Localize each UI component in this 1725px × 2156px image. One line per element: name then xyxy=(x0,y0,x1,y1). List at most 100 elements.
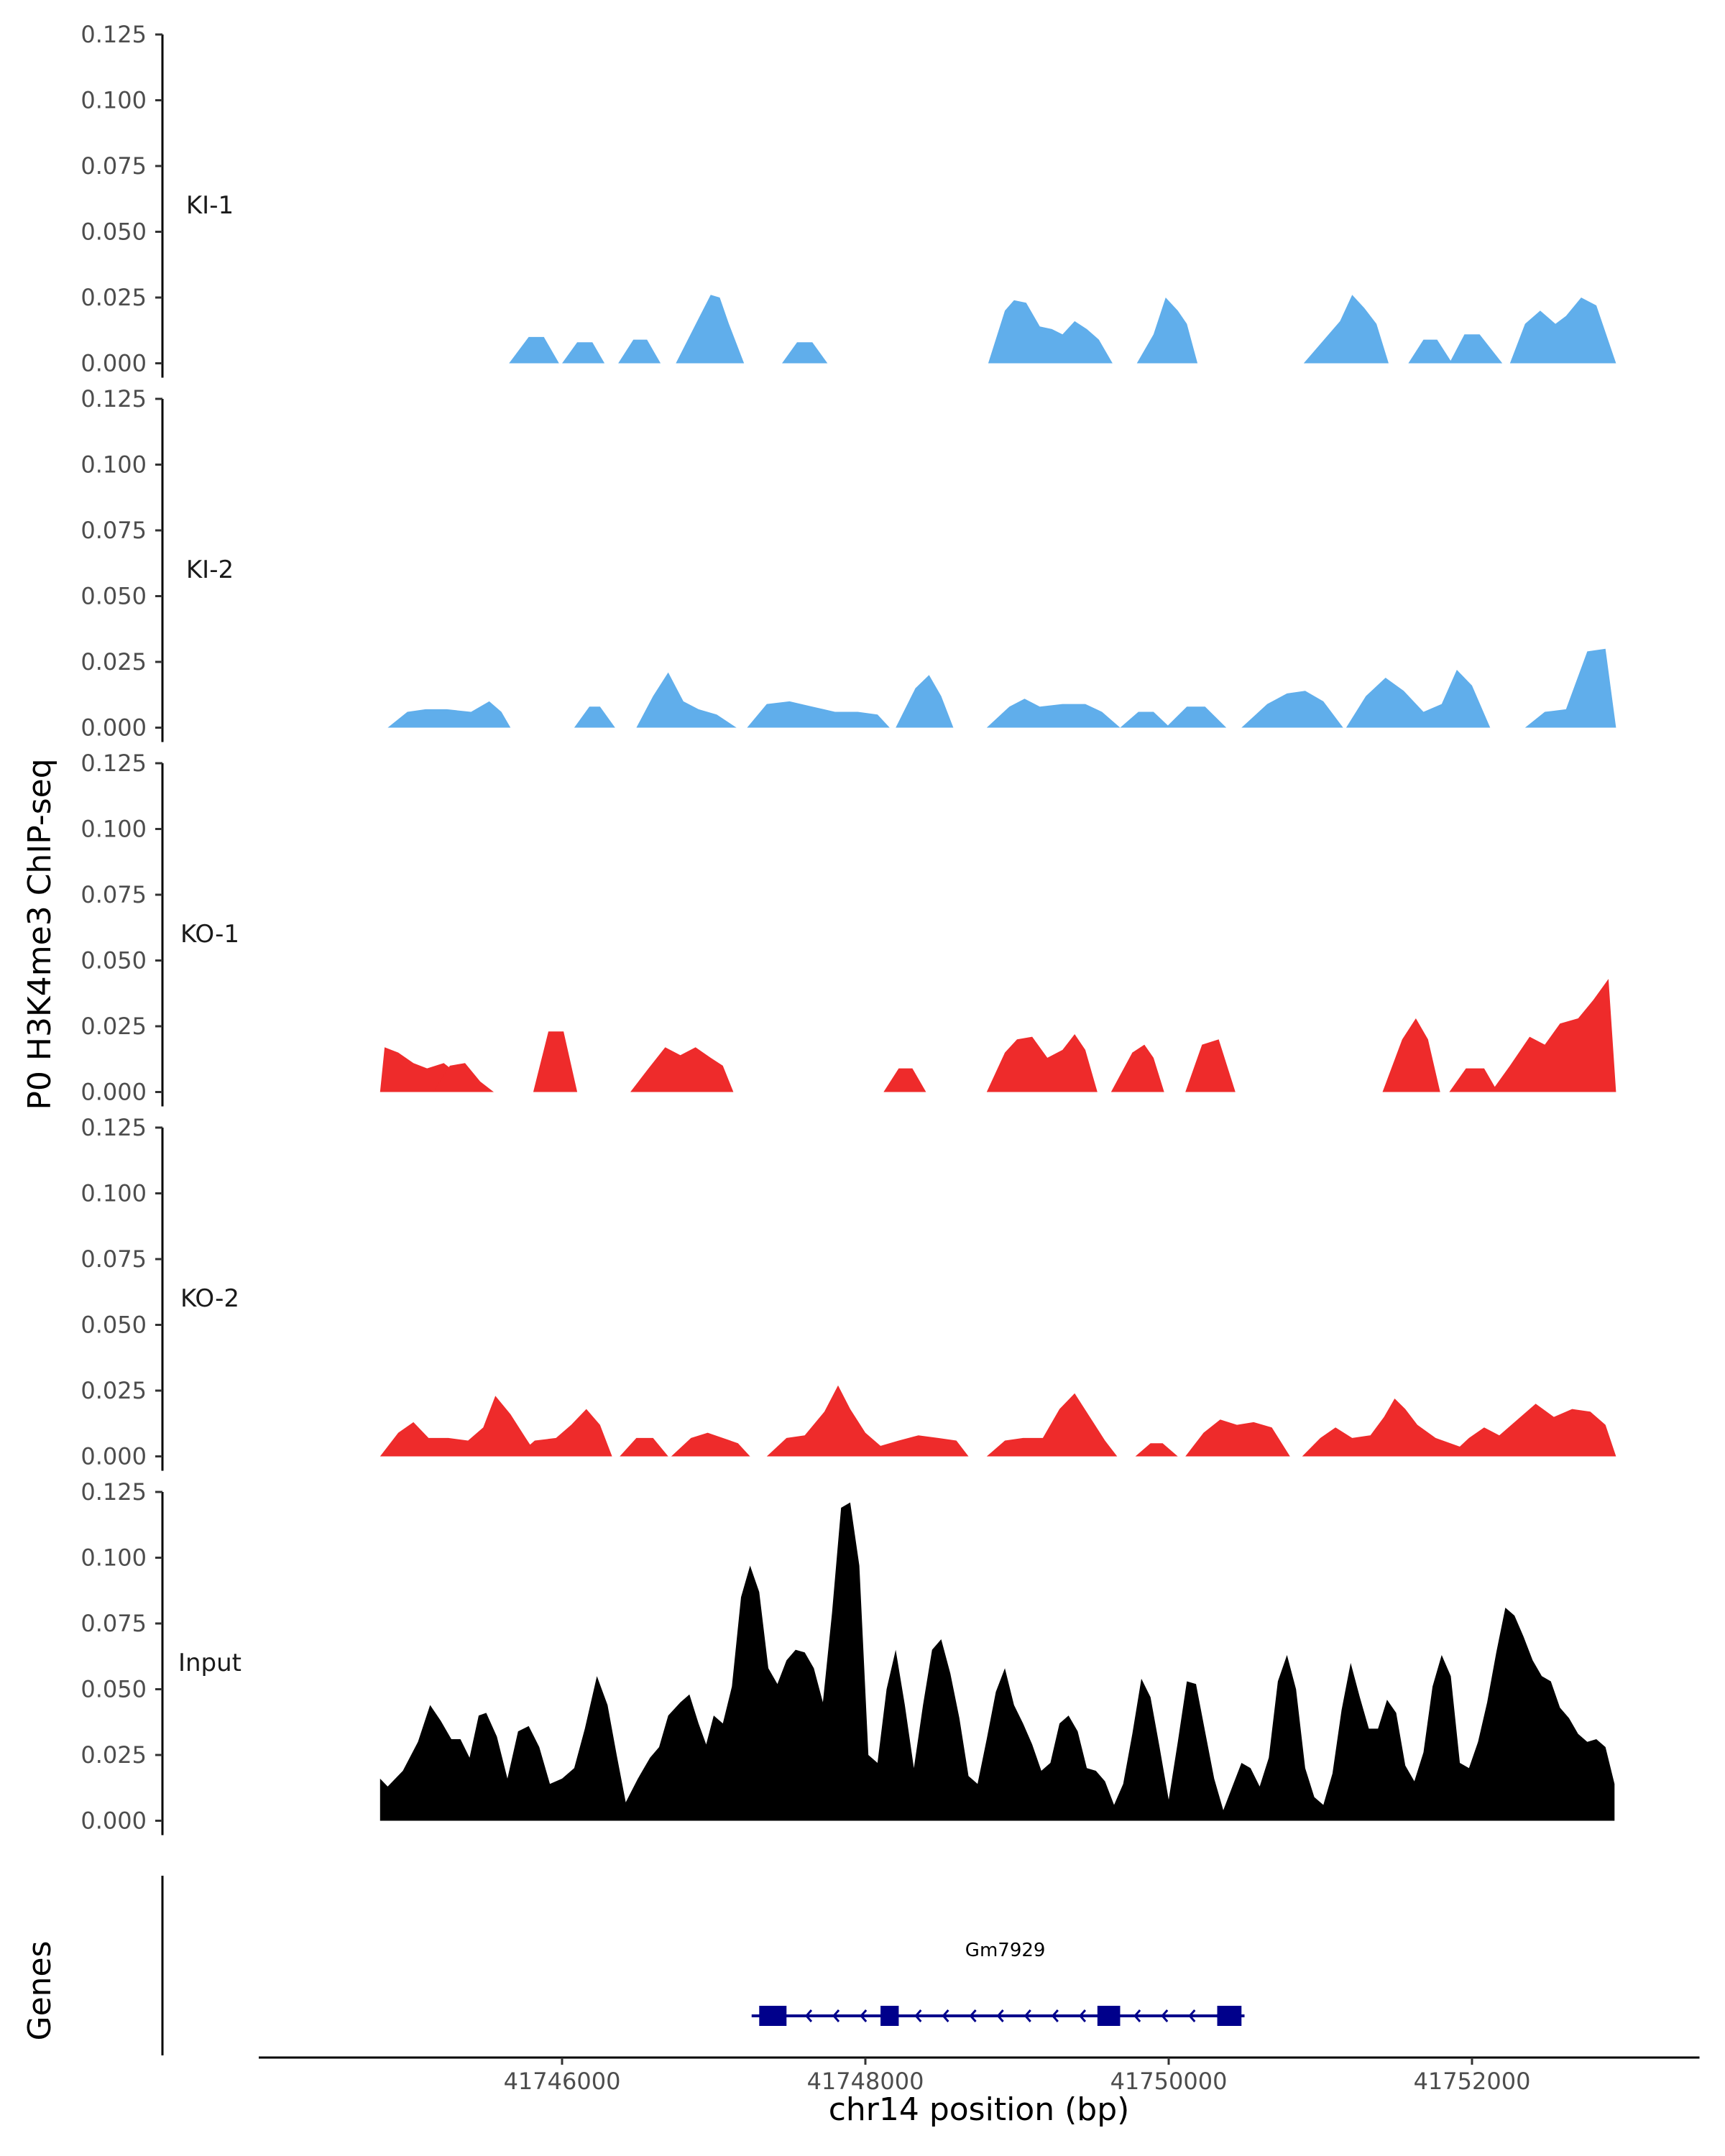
signal-peak xyxy=(1346,670,1491,728)
strand-arrow-icon xyxy=(1188,2009,1196,2022)
gene-exon xyxy=(880,2006,899,2026)
y-tick-label: 0.125 xyxy=(80,1478,147,1506)
signal-peak xyxy=(986,1393,1118,1457)
signal-peak xyxy=(782,342,828,364)
signal-peak xyxy=(1449,1404,1616,1457)
track-label: KO-1 xyxy=(180,920,239,949)
signal-peak xyxy=(636,672,737,728)
y-tick-label: 0.000 xyxy=(80,1807,147,1835)
y-tick-label: 0.025 xyxy=(80,648,147,676)
track-label: KI-1 xyxy=(186,191,234,220)
strand-arrow-icon xyxy=(1051,2009,1059,2022)
y-tick-label: 0.075 xyxy=(80,1245,147,1273)
y-tick-label: 0.100 xyxy=(80,87,147,114)
signal-peak xyxy=(1509,298,1616,364)
signal-peak xyxy=(1449,979,1616,1092)
signal-peak xyxy=(387,701,511,728)
gene-exon xyxy=(1217,2006,1242,2026)
y-tick-label: 0.125 xyxy=(80,750,147,777)
x-tick-label: 41748000 xyxy=(807,2068,924,2095)
y-tick-label: 0.050 xyxy=(80,218,147,246)
signal-peak xyxy=(766,1385,969,1457)
y-tick-label: 0.075 xyxy=(80,881,147,908)
track-label: KO-2 xyxy=(180,1284,239,1313)
y-tick-label: 0.075 xyxy=(80,152,147,180)
signal-peak xyxy=(1303,295,1389,364)
strand-arrow-icon xyxy=(804,2009,813,2022)
signal-peak xyxy=(986,699,1121,728)
signal-peak xyxy=(1120,711,1171,728)
y-tick-label: 0.125 xyxy=(80,21,147,48)
track-label: Input xyxy=(178,1649,242,1677)
signal-peak xyxy=(516,1409,612,1457)
y-tick-label: 0.100 xyxy=(80,1544,147,1572)
strand-arrow-icon xyxy=(942,2009,949,2022)
track-input: 0.000 0.025 0.050 0.075 0.100 0.125 Input xyxy=(80,1478,1615,1835)
signal-peak xyxy=(747,701,890,728)
signal-peak xyxy=(1135,1443,1178,1457)
strand-arrow-icon xyxy=(914,2009,922,2022)
signal-peak xyxy=(1408,339,1453,364)
tracks-layer: 0.0000.0250.0500.0750.1000.125KI-10.0000… xyxy=(80,21,1616,1835)
signal-peak xyxy=(1302,1399,1488,1457)
y-tick-label: 0.100 xyxy=(80,1180,147,1207)
y-tick-label: 0.025 xyxy=(80,1741,147,1769)
track-ko-2: 0.000 0.025 0.050 0.075 0.100 0.125 KO-2 xyxy=(80,1114,1616,1471)
y-tick-label: 0.050 xyxy=(80,583,147,610)
x-tick-label: 41752000 xyxy=(1414,2068,1531,2095)
strand-arrow-icon xyxy=(860,2009,868,2022)
signal-peak xyxy=(1136,298,1198,364)
y-tick-label: 0.000 xyxy=(80,350,147,377)
x-tick-label: 41746000 xyxy=(504,2068,621,2095)
signal-peak xyxy=(380,1396,538,1457)
track-label: KI-2 xyxy=(186,556,234,584)
track-ko-1: 0.000 0.025 0.050 0.075 0.100 0.125 KO-1 xyxy=(80,750,1616,1107)
signal-peak xyxy=(433,1063,494,1092)
signal-peak xyxy=(1110,1044,1164,1092)
y-tick-label: 0.025 xyxy=(80,1013,147,1040)
track-ki-1: 0.000 0.025 0.050 0.075 0.100 0.125 KI-1 xyxy=(80,21,1616,378)
genes-axis-title: Genes xyxy=(22,1940,58,2040)
signal-peak xyxy=(1382,1018,1440,1092)
signal-peak xyxy=(620,1437,668,1457)
strand-arrow-icon xyxy=(832,2009,840,2022)
strand-arrow-icon xyxy=(1161,2009,1169,2022)
gene-panel: Gm7929 xyxy=(161,1876,1245,2055)
x-axis-title: chr14 position (bp) xyxy=(829,2091,1130,2128)
signal-peak xyxy=(896,675,954,728)
y-tick-label: 0.125 xyxy=(80,385,147,413)
y-tick-label: 0.050 xyxy=(80,947,147,975)
gene-exon xyxy=(1097,2006,1121,2026)
signal-peak xyxy=(618,339,661,364)
y-tick-label: 0.075 xyxy=(80,517,147,544)
signal-peak xyxy=(562,342,605,364)
y-tick-label: 0.025 xyxy=(80,1377,147,1404)
strand-arrow-icon xyxy=(996,2009,1004,2022)
strand-arrow-icon xyxy=(969,2009,977,2022)
y-tick-label: 0.125 xyxy=(80,1114,147,1141)
signal-peak xyxy=(676,295,745,364)
strand-arrow-icon xyxy=(1133,2009,1141,2022)
gene-exon xyxy=(759,2006,787,2026)
x-axis: 41746000 41748000 41750000 41752000 xyxy=(259,2056,1700,2095)
y-tick-label: 0.100 xyxy=(80,816,147,843)
signal-area xyxy=(380,1502,1615,1821)
signal-peak xyxy=(1449,334,1503,364)
y-tick-label: 0.100 xyxy=(80,451,147,479)
x-tick-label: 41750000 xyxy=(1110,2068,1228,2095)
y-tick-label: 0.000 xyxy=(80,714,147,742)
signal-peak xyxy=(986,1034,1098,1092)
signal-peak xyxy=(533,1031,578,1092)
track-ki-2: 0.000 0.025 0.050 0.075 0.100 0.125 KI-2 xyxy=(80,385,1616,742)
y-tick-label: 0.050 xyxy=(80,1312,147,1339)
signal-peak xyxy=(1241,691,1343,728)
strand-arrow-icon xyxy=(1024,2009,1031,2022)
signal-peak xyxy=(1165,706,1227,728)
y-tick-label: 0.050 xyxy=(80,1676,147,1703)
signal-peak xyxy=(988,300,1113,364)
signal-peak xyxy=(509,336,559,364)
y-axis-title: P0 H3K4me3 ChIP-seq xyxy=(22,758,58,1110)
signal-peak xyxy=(1524,648,1616,728)
strand-arrow-icon xyxy=(1078,2009,1087,2022)
